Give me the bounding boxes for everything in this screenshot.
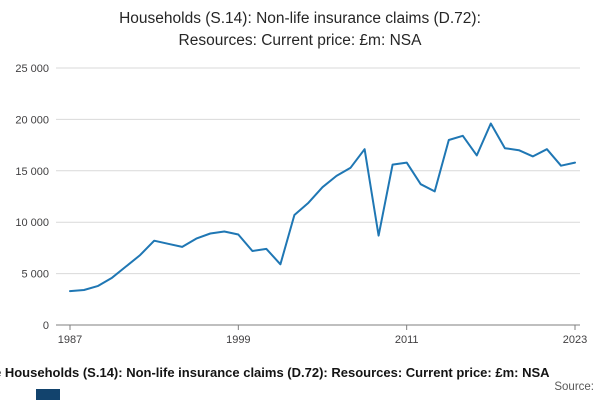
chart-title-line2: Resources: Current price: £m: NSA	[178, 32, 422, 49]
y-axis-label: 5 000	[21, 269, 49, 281]
x-axis-label: 2011	[395, 334, 419, 346]
x-axis-label: 2023	[563, 334, 587, 346]
y-axis-label: 0	[43, 320, 49, 332]
chart-title-line1: Households (S.14): Non-life insurance cl…	[119, 10, 481, 27]
chart-title: Households (S.14): Non-life insurance cl…	[0, 8, 600, 52]
source-label: Source:	[554, 381, 594, 393]
y-axis-label: 15 000	[15, 166, 49, 178]
series-legend: e Households (S.14): Non-life insurance …	[0, 364, 600, 382]
logo-mark	[36, 389, 60, 400]
y-axis-label: 20 000	[15, 114, 49, 126]
data-line	[69, 122, 576, 293]
x-axis-label: 1987	[58, 334, 82, 346]
series-legend-label: e Households (S.14): Non-life insurance …	[0, 365, 550, 380]
y-axis-label: 25 000	[15, 63, 49, 75]
x-axis-label: 1999	[226, 334, 250, 346]
y-axis-label: 10 000	[15, 217, 49, 229]
